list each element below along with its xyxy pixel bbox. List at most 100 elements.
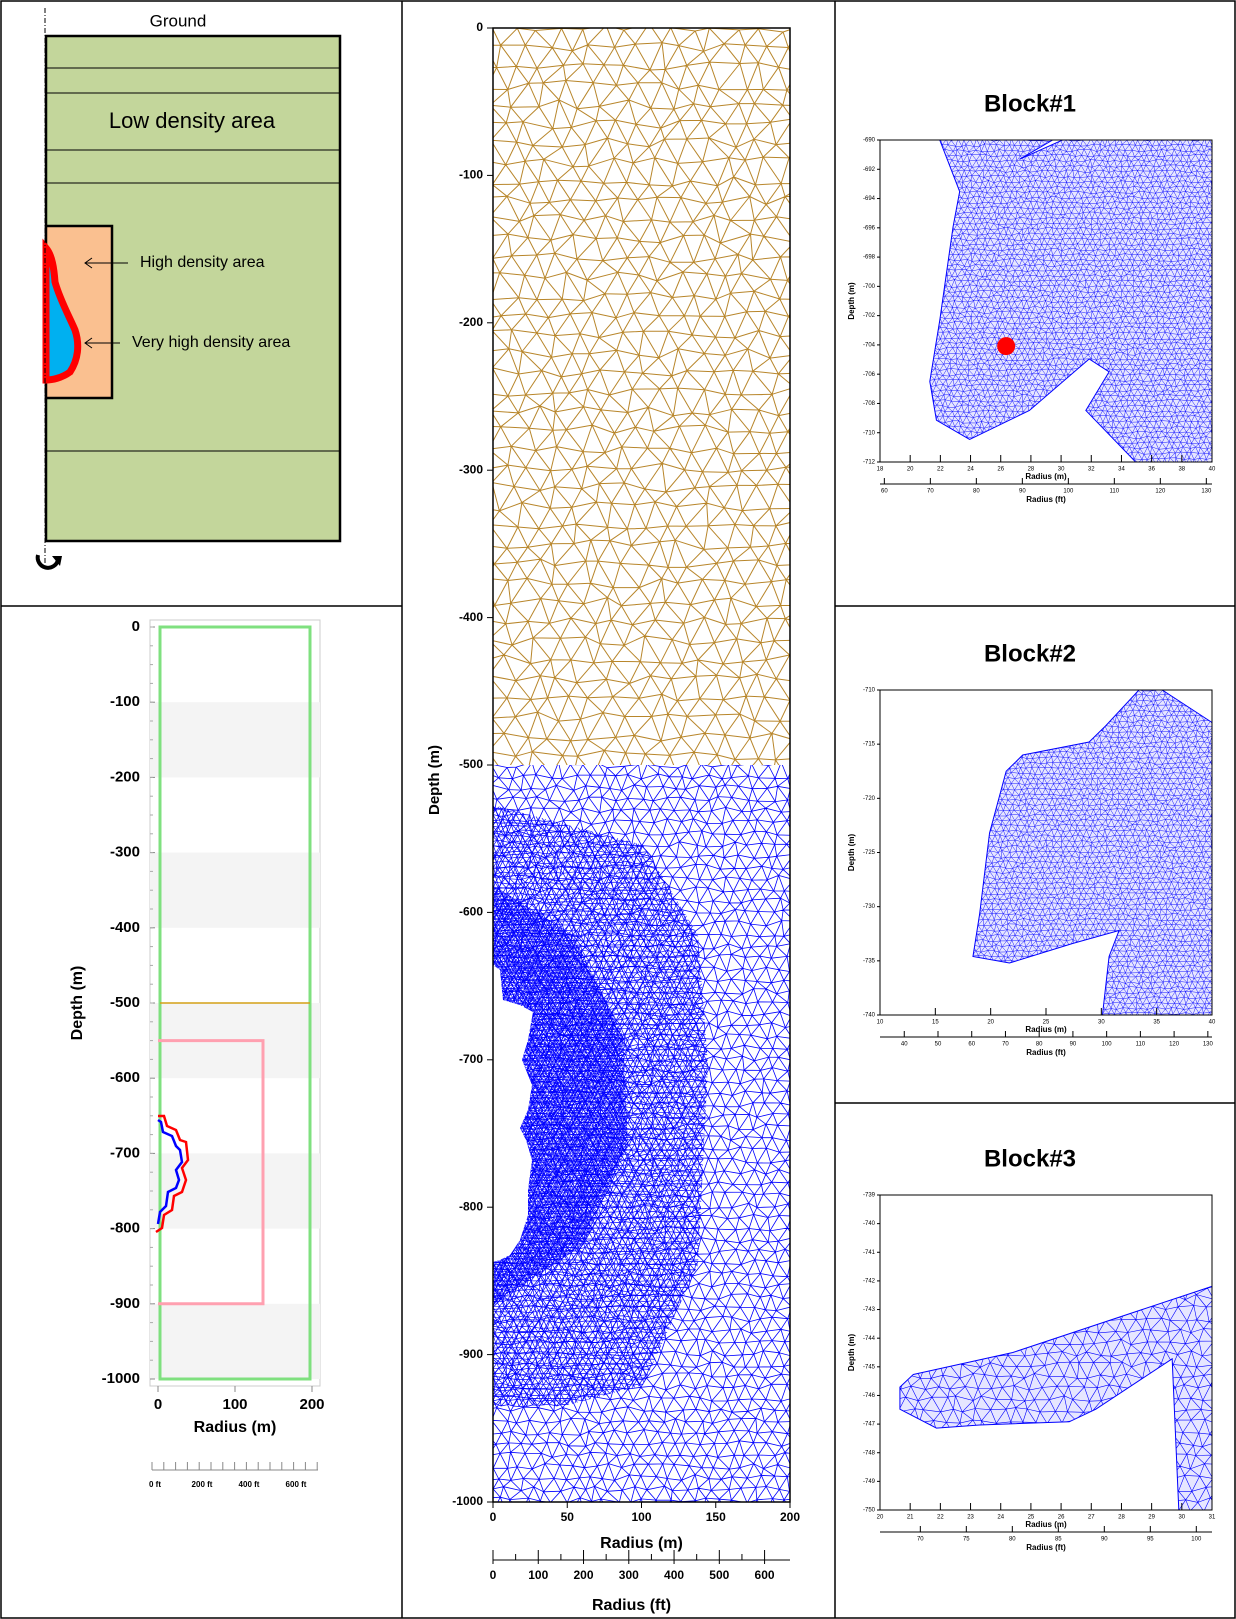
x-tick-label: 10 [877,1020,884,1026]
y-tick-label: -300 [459,462,483,476]
schematic: Ground Low density area High density are… [38,8,340,568]
x-tick-label: 28 [1118,1515,1125,1521]
x-tick-label: 150 [706,1510,726,1524]
y-tick-label: -750 [863,1508,876,1514]
ft-tick-label: 130 [1203,1042,1214,1048]
y-tick-label: -740 [863,1013,876,1019]
ft-tick-label: 0 ft [149,1480,161,1489]
y-tick-label: -741 [863,1250,876,1256]
arrow-label: Very high density area [132,334,290,351]
ft-tick-label: 80 [1036,1042,1043,1048]
y-tick-label: -720 [863,796,876,802]
y-tick-label: -749 [863,1479,876,1485]
y-tick-label: 0 [132,618,140,635]
x-tick-label: 200 [780,1510,800,1524]
ft-tick-label: 100 [1063,489,1074,495]
y-tick-label: -200 [110,768,140,785]
ft-tick-label: 400 [664,1568,684,1582]
y-tick-label: -694 [863,196,876,202]
x-tick-label: 30 [1098,1020,1105,1026]
y-tick-label: -700 [459,1052,483,1066]
y-tick-label: -706 [863,372,876,378]
y-tick-label: -710 [863,688,876,694]
x-tick-label: 40 [1209,1020,1216,1026]
x-tick-label: 32 [1088,467,1095,473]
ft-axis-label: Radius (ft) [1026,1543,1066,1552]
y-tick-label: -1000 [452,1494,483,1508]
y-tick-label: -743 [863,1307,876,1313]
x-tick-label: 20 [907,467,914,473]
x-axis-label: Radius (m) [194,1419,277,1436]
ft-tick-label: 90 [1019,489,1026,495]
ft-tick-label: 70 [917,1537,924,1543]
block-title: Block#3 [984,1145,1076,1172]
y-tick-label: -900 [110,1295,140,1312]
x-axis-label: Radius (m) [1025,1520,1067,1529]
x-tick-label: 23 [967,1515,974,1521]
ft-axis-label: Radius (ft) [1026,1048,1066,1057]
y-tick-label: -746 [863,1393,876,1399]
y-tick-label: -900 [459,1347,483,1361]
y-tick-label: -400 [110,919,140,936]
y-tick-label: -730 [863,904,876,910]
band [150,1304,320,1379]
y-tick-label: 0 [476,20,483,34]
mesh [865,1192,1228,1514]
ft-tick-label: 0 [490,1568,497,1582]
ft-tick-label: 110 [1110,489,1120,495]
ft-tick-label: 600 [755,1568,775,1582]
ground-label: Ground [150,11,207,30]
ft-tick-label: 600 ft [286,1480,307,1489]
x-tick-label: 20 [987,1020,994,1026]
ft-tick-label: 85 [1055,1537,1062,1543]
y-tick-label: -739 [863,1193,876,1199]
ft-tick-label: 110 [1136,1042,1146,1048]
y-tick-label: -744 [863,1336,876,1342]
ft-tick-label: 100 [528,1568,548,1582]
y-tick-label: -100 [110,693,140,710]
ft-tick-label: 200 ft [192,1480,213,1489]
y-tick-label: -700 [110,1144,140,1161]
x-tick-label: 15 [932,1020,939,1026]
band [150,853,320,928]
x-axis-label: Radius (m) [1025,1025,1067,1034]
y-tick-label: -692 [863,167,876,173]
x-tick-label: 100 [222,1396,247,1413]
y-tick-label: -1000 [102,1370,140,1387]
x-tick-label: 35 [1153,1020,1160,1026]
x-tick-label: 31 [1209,1515,1216,1521]
ft-tick-label: 100 [1102,1042,1113,1048]
x-tick-label: 100 [631,1510,651,1524]
y-tick-label: -715 [863,742,876,748]
y-tick-label: -500 [459,757,483,771]
y-tick-label: -748 [863,1450,876,1456]
band [150,1153,320,1228]
x-tick-label: 18 [877,467,884,473]
y-tick-label: -745 [863,1364,876,1370]
y-tick-label: -735 [863,958,876,964]
y-tick-label: -702 [863,313,876,319]
y-tick-label: -600 [459,905,483,919]
ft-tick-label: 40 [901,1042,908,1048]
ft-tick-label: 100 [1191,1537,1202,1543]
arrow-label: High density area [140,254,265,271]
y-tick-label: -708 [863,401,876,407]
ft-axis-label: Radius (ft) [592,1597,671,1614]
y-tick-label: -200 [459,315,483,329]
y-tick-label: -725 [863,850,876,856]
y-tick-label: -690 [863,138,876,144]
ft-tick-label: 400 ft [239,1480,260,1489]
y-tick-label: -500 [110,994,140,1011]
y-tick-label: -712 [863,460,876,466]
y-tick-label: -100 [459,168,483,182]
x-tick-label: 27 [1088,1515,1095,1521]
ft-tick-label: 60 [881,489,888,495]
ft-axis-label: Radius (ft) [1026,495,1066,504]
x-axis-label: Radius (m) [600,1535,683,1552]
x-tick-label: 24 [997,1515,1004,1521]
ft-tick-label: 80 [1009,1537,1016,1543]
x-tick-label: 24 [967,467,974,473]
y-tick-label: -742 [863,1278,876,1284]
x-tick-label: 21 [907,1515,914,1521]
x-tick-label: 50 [561,1510,575,1524]
